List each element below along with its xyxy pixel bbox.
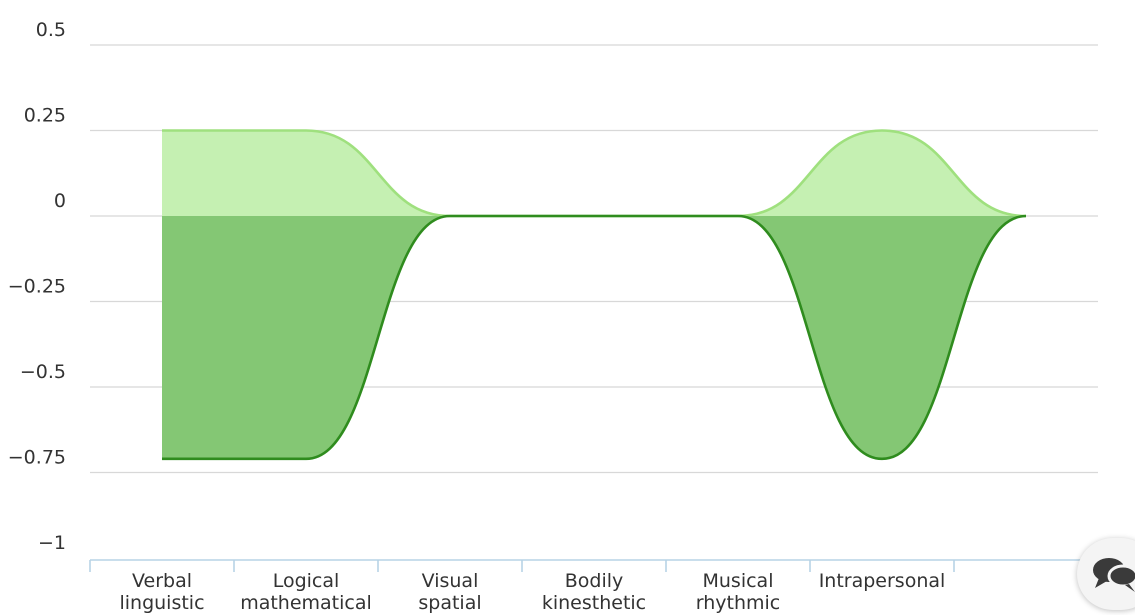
x-tick-label: Bodily [565, 570, 624, 592]
y-tick-label: −0.25 [8, 276, 66, 298]
y-tick-label: −0.75 [8, 447, 66, 469]
y-tick-label: −1 [38, 532, 66, 554]
chat-bubbles-icon [1093, 558, 1135, 592]
x-tick-label: Logical [273, 570, 340, 592]
area-layer [162, 129, 1027, 461]
x-tick-label: Intrapersonal [819, 570, 946, 592]
y-tick-label: 0.5 [36, 19, 66, 41]
y-tick-label: −0.5 [20, 361, 66, 383]
series-0-area [162, 130, 1026, 216]
y-axis: 0.5 0.25 0 −0.25 −0.5 −0.75 −1 [8, 19, 66, 554]
x-tick-label: rhythmic [696, 592, 781, 614]
x-tick-label: Musical [703, 570, 774, 592]
series-1-area [162, 216, 1026, 459]
chat-widget-button[interactable] [1077, 538, 1135, 610]
x-tick-label: kinesthetic [542, 592, 646, 614]
x-tick-label: Visual [422, 570, 479, 592]
series-1-line [162, 214, 1027, 461]
x-tick-label: Verbal [132, 570, 192, 592]
x-tick-label: mathematical [240, 592, 372, 614]
x-tick-label: spatial [418, 592, 481, 614]
x-tick-label: linguistic [119, 592, 204, 614]
y-tick-label: 0 [54, 190, 66, 212]
y-tick-label: 0.25 [24, 105, 66, 127]
